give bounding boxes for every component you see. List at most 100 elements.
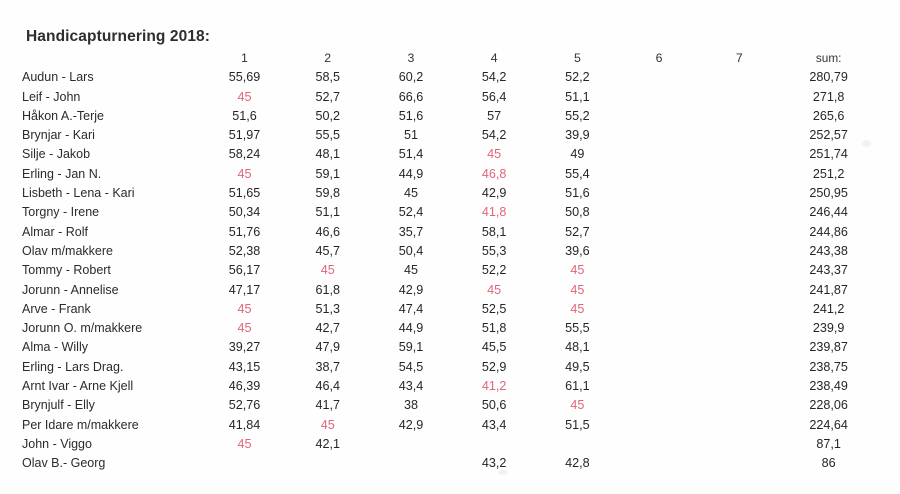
score-cell-round-7 [699,261,779,280]
score-cell-round-1: 46,39 [228,379,261,394]
score-cell-round-5: 61,1 [565,379,590,394]
table-row: Olav B.- Georg 43,2 42,8 86 [22,454,878,473]
score-cell-round-5: 45 [570,398,585,413]
sum-cell: 265,6 [812,108,845,123]
score-cell-round-6 [619,184,699,203]
score-cell-round-6 [619,281,699,300]
score-cell-round-4: 57 [487,108,502,123]
column-header-round-7: 7 [735,51,743,65]
score-cell-round-6 [619,377,699,396]
sum-cell: 87,1 [816,436,841,451]
table-row: Håkon A.-Terje 51,6 50,2 51,6 57 55,2 265,6 [22,107,878,126]
score-cell-round-1: 51,97 [228,128,261,143]
score-cell-round-1: 51,6 [232,108,257,123]
player-pair-name: Jorunn O. m/makkere [22,321,143,336]
table-row: Arve - Frank 45 51,3 47,4 52,5 45 241,2 [22,300,878,319]
column-header-round-4: 4 [490,51,498,65]
table-row: Alma - Willy 39,27 47,9 59,1 45,5 48,1 239,87 [22,338,878,357]
score-cell-round-6 [619,261,699,280]
score-cell-round-7 [699,68,779,87]
table-row: Leif - John 45 52,7 66,6 56,4 51,1 271,8 [22,88,878,107]
score-cell-round-6 [619,68,699,87]
score-cell-round-2: 48,1 [315,147,340,162]
score-cell-round-3: 54,5 [398,359,424,374]
score-cell-round-1: 50,34 [228,205,261,220]
score-cell-round-2: 38,7 [315,359,340,374]
score-cell-round-1: 45 [237,166,252,181]
player-pair-name: John - Viggo [22,436,92,451]
score-cell-round-4 [453,435,536,454]
sum-cell: 280,79 [809,70,848,85]
score-cell-round-5: 55,4 [565,166,590,181]
score-cell-round-4: 55,3 [481,243,507,258]
player-pair-name: Brynjulf - Elly [22,398,95,413]
score-cell-round-3: 60,2 [398,70,424,85]
score-cell-round-5 [536,435,619,454]
score-cell-round-5: 48,1 [565,340,590,355]
score-cell-round-3: 44,9 [398,321,424,336]
score-cell-round-7 [699,358,779,377]
sum-cell: 224,64 [809,417,848,432]
player-pair-name: Arve - Frank [22,301,91,316]
score-cell-round-6 [619,454,699,473]
score-cell-round-1: 52,76 [228,398,261,413]
score-cell-round-4: 54,2 [481,128,507,143]
column-header-round-5: 5 [573,51,581,65]
table-row: Silje - Jakob 58,24 48,1 51,4 45 49 251,74 [22,145,878,164]
score-cell-round-2: 51,1 [315,205,340,220]
score-cell-round-1: 45 [237,321,252,336]
score-cell-round-6 [619,242,699,261]
score-cell-round-1: 43,15 [228,359,261,374]
table-row: Brynjar - Kari 51,97 55,5 51 54,2 39,9 252,57 [22,126,878,145]
score-cell-round-2: 45,7 [315,243,340,258]
table-row: Lisbeth - Lena - Kari 51,65 59,8 45 42,9 51,6… [22,184,878,203]
score-cell-round-6 [619,203,699,222]
score-cell-round-4: 45 [487,147,502,162]
score-cell-round-3: 45 [403,263,418,278]
score-cell-round-7 [699,107,779,126]
score-cell-round-6 [619,223,699,242]
score-cell-round-2: 42,1 [315,436,340,451]
score-cell-round-3: 45 [403,186,418,201]
score-cell-round-5: 45 [570,282,585,297]
table-header-row: 1 2 3 4 5 6 7 sum: [22,49,878,68]
score-cell-round-6 [619,126,699,145]
score-cell-round-6 [619,165,699,184]
score-cell-round-5: 51,1 [565,89,590,104]
score-cell-round-4: 58,1 [481,224,507,239]
sum-cell: 271,8 [812,89,845,104]
score-cell-round-4: 41,8 [481,205,507,220]
score-cell-round-4: 51,8 [481,321,507,336]
table-row: Erling - Jan N. 45 59,1 44,9 46,8 55,4 251,2 [22,165,878,184]
score-cell-round-7 [699,281,779,300]
column-header-round-2: 2 [324,51,332,65]
column-header-sum: sum: [815,51,842,65]
score-cell-round-3 [369,454,452,473]
sum-cell: 241,2 [812,301,845,316]
player-pair-name: Almar - Rolf [22,224,88,239]
score-cell-round-4: 46,8 [481,166,507,181]
score-cell-round-3: 44,9 [398,166,424,181]
score-cell-round-7 [699,319,779,338]
score-cell-round-1: 52,38 [228,243,261,258]
player-pair-name: Olav m/makkere [22,243,113,258]
table-row: Jorunn O. m/makkere 45 42,7 44,9 51,8 55,5 239… [22,319,878,338]
score-cell-round-7 [699,242,779,261]
table-row: Erling - Lars Drag. 43,15 38,7 54,5 52,9 49,5… [22,358,878,377]
score-cell-round-1: 45 [237,301,252,316]
player-pair-name: Erling - Lars Drag. [22,359,124,374]
column-header-round-6: 6 [655,51,663,65]
score-cell-round-3: 35,7 [398,224,424,239]
score-cell-round-1: 55,69 [228,70,261,85]
score-cell-round-7 [699,145,779,164]
score-cell-round-6 [619,145,699,164]
sum-cell: 244,86 [809,224,848,239]
table-row: Audun - Lars 55,69 58,5 60,2 54,2 52,2 280,79 [22,68,878,87]
score-cell-round-6 [619,88,699,107]
sum-cell: 243,38 [809,243,848,258]
score-cell-round-1 [203,454,286,473]
table-row: Per Idare m/makkere 41,84 45 42,9 43,4 51,5 22… [22,416,878,435]
column-header-name [22,49,203,68]
score-cell-round-1: 51,76 [228,224,261,239]
sum-cell: 246,44 [809,205,848,220]
